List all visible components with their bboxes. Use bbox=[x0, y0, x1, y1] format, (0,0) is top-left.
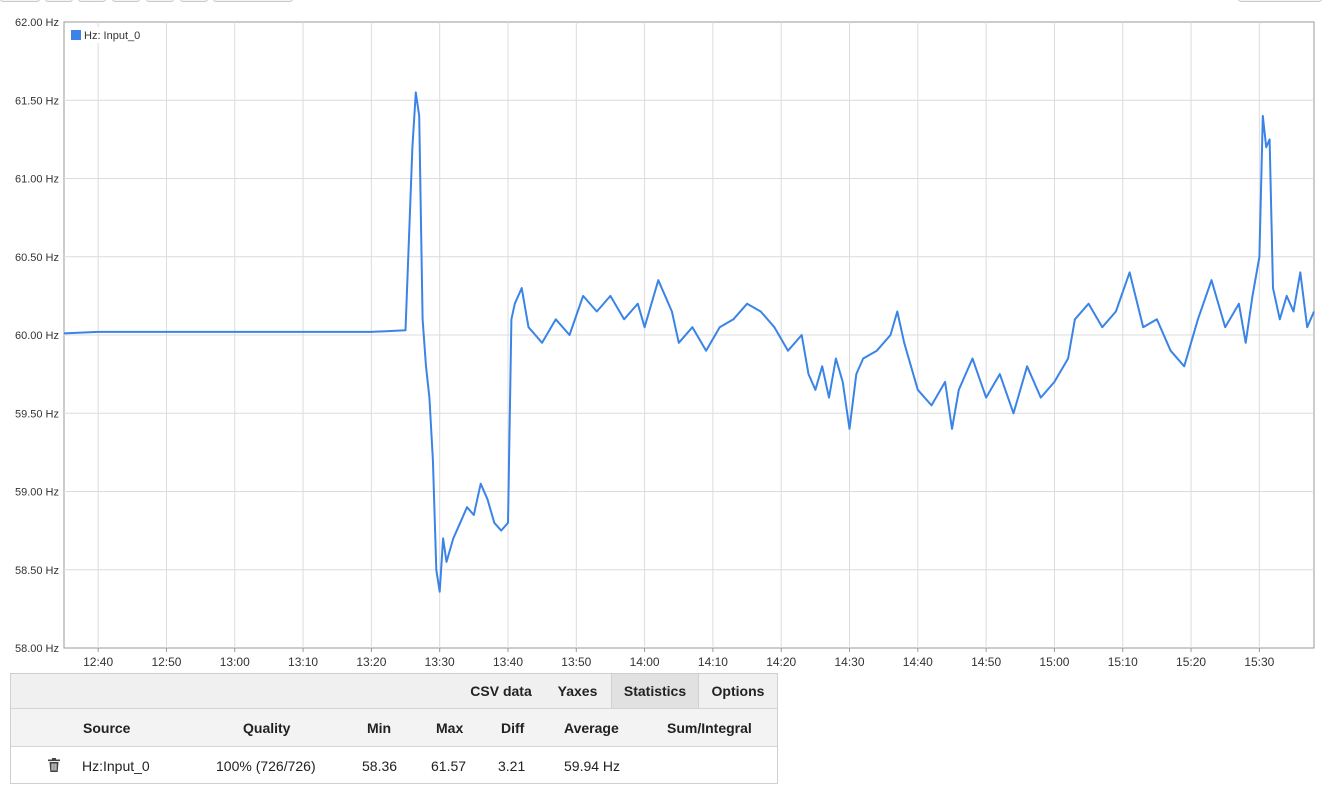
y-tick-label: 62.00 Hz bbox=[15, 17, 59, 29]
trash-icon[interactable] bbox=[48, 758, 60, 772]
x-axis-labels: 12:40 12:50 13:00 13:10 13:20 13:30 13:40 13:50… bbox=[83, 655, 1275, 669]
y-tick-label: 58.50 Hz bbox=[15, 565, 59, 577]
cell-quality: 100% (726/726) bbox=[216, 758, 316, 774]
y-tick-label: 61.50 Hz bbox=[15, 95, 59, 107]
x-tick-label: 13:40 bbox=[493, 655, 523, 669]
cell-average: 59.94 Hz bbox=[564, 758, 621, 774]
series-group bbox=[63, 91, 1315, 593]
header-quality: Quality bbox=[243, 720, 291, 736]
x-tick-label: 12:40 bbox=[83, 655, 113, 669]
y-tick-label: 58.00 Hz bbox=[15, 643, 59, 655]
x-tick-label: 15:30 bbox=[1244, 655, 1274, 669]
y-tick-label: 60.00 Hz bbox=[15, 330, 59, 342]
tab-options[interactable]: Options bbox=[711, 683, 765, 699]
legend-box bbox=[66, 27, 146, 43]
y-axis-labels: 62.00 Hz 61.50 Hz 61.00 Hz 60.50 Hz 60.00 Hz… bbox=[15, 17, 59, 655]
x-tick-label: 14:00 bbox=[630, 655, 660, 669]
x-tick-label: 15:20 bbox=[1176, 655, 1206, 669]
cell-diff: 3.21 bbox=[498, 758, 526, 774]
header-source: Source bbox=[83, 720, 131, 736]
series-line[interactable] bbox=[63, 91, 1315, 593]
header-sum-integral: Sum/Integral bbox=[667, 720, 752, 736]
y-tick-label: 59.50 Hz bbox=[15, 408, 59, 420]
tab-yaxes[interactable]: Yaxes bbox=[557, 683, 598, 699]
toolbar bbox=[0, 0, 1322, 5]
header-diff: Diff bbox=[501, 720, 525, 736]
x-tick-label: 14:10 bbox=[698, 655, 728, 669]
y-tick-label: 59.00 Hz bbox=[15, 487, 59, 499]
x-tick-label: 14:30 bbox=[835, 655, 865, 669]
x-tick-label: 12:50 bbox=[151, 655, 181, 669]
y-tick-label: 60.50 Hz bbox=[15, 252, 59, 264]
x-tick-label: 13:20 bbox=[356, 655, 386, 669]
x-tick-label: 15:00 bbox=[1039, 655, 1069, 669]
cell-min: 58.36 bbox=[362, 758, 398, 774]
x-tick-label: 13:00 bbox=[220, 655, 250, 669]
table-row: Hz:Input_0 100% (726/726) 58.36 61.57 3.… bbox=[11, 747, 777, 783]
grid-lines bbox=[64, 22, 1314, 652]
header-average: Average bbox=[564, 720, 619, 736]
legend[interactable]: Hz: Input_0 bbox=[66, 27, 146, 43]
header-max: Max bbox=[436, 720, 464, 736]
x-tick-label: 14:50 bbox=[971, 655, 1001, 669]
tab-csv-data[interactable]: CSV data bbox=[470, 683, 532, 699]
frequency-chart[interactable]: 62.00 Hz 61.50 Hz 61.00 Hz 60.50 Hz 60.00 Hz… bbox=[0, 0, 1322, 672]
x-tick-label: 14:20 bbox=[766, 655, 796, 669]
legend-label: Hz: Input_0 bbox=[84, 30, 140, 42]
y-tick-label: 61.00 Hz bbox=[15, 174, 59, 186]
x-tick-label: 13:30 bbox=[425, 655, 455, 669]
tab-statistics[interactable]: Statistics bbox=[611, 674, 699, 708]
x-tick-label: 13:10 bbox=[288, 655, 318, 669]
legend-swatch bbox=[71, 30, 81, 40]
x-tick-label: 14:40 bbox=[903, 655, 933, 669]
panel-tabs: CSV data Yaxes Statistics Options bbox=[11, 674, 777, 709]
cell-source: Hz:Input_0 bbox=[82, 758, 150, 774]
stats-header-row: Source Quality Min Max Diff Average Sum/… bbox=[11, 709, 777, 747]
x-tick-label: 13:50 bbox=[561, 655, 591, 669]
cell-max: 61.57 bbox=[431, 758, 467, 774]
header-min: Min bbox=[367, 720, 392, 736]
x-tick-label: 15:10 bbox=[1108, 655, 1138, 669]
statistics-panel: CSV data Yaxes Statistics Options Source… bbox=[10, 673, 778, 784]
